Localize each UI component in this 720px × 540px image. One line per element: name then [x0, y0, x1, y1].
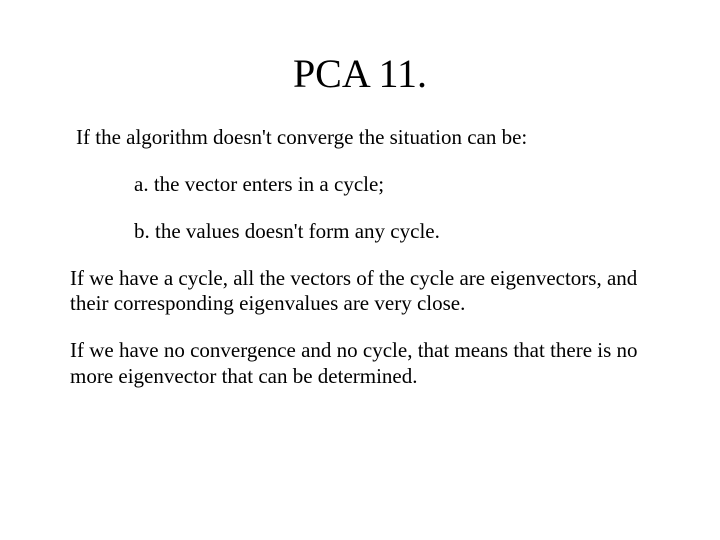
option-a: a. the vector enters in a cycle; — [134, 172, 650, 197]
intro-text: If the algorithm doesn't converge the si… — [76, 125, 650, 150]
paragraph-cycle: If we have a cycle, all the vectors of t… — [70, 266, 650, 316]
option-b: b. the values doesn't form any cycle. — [134, 219, 650, 244]
slide-container: PCA 11. If the algorithm doesn't converg… — [0, 0, 720, 540]
slide-title: PCA 11. — [70, 50, 650, 97]
paragraph-no-cycle: If we have no convergence and no cycle, … — [70, 338, 650, 388]
